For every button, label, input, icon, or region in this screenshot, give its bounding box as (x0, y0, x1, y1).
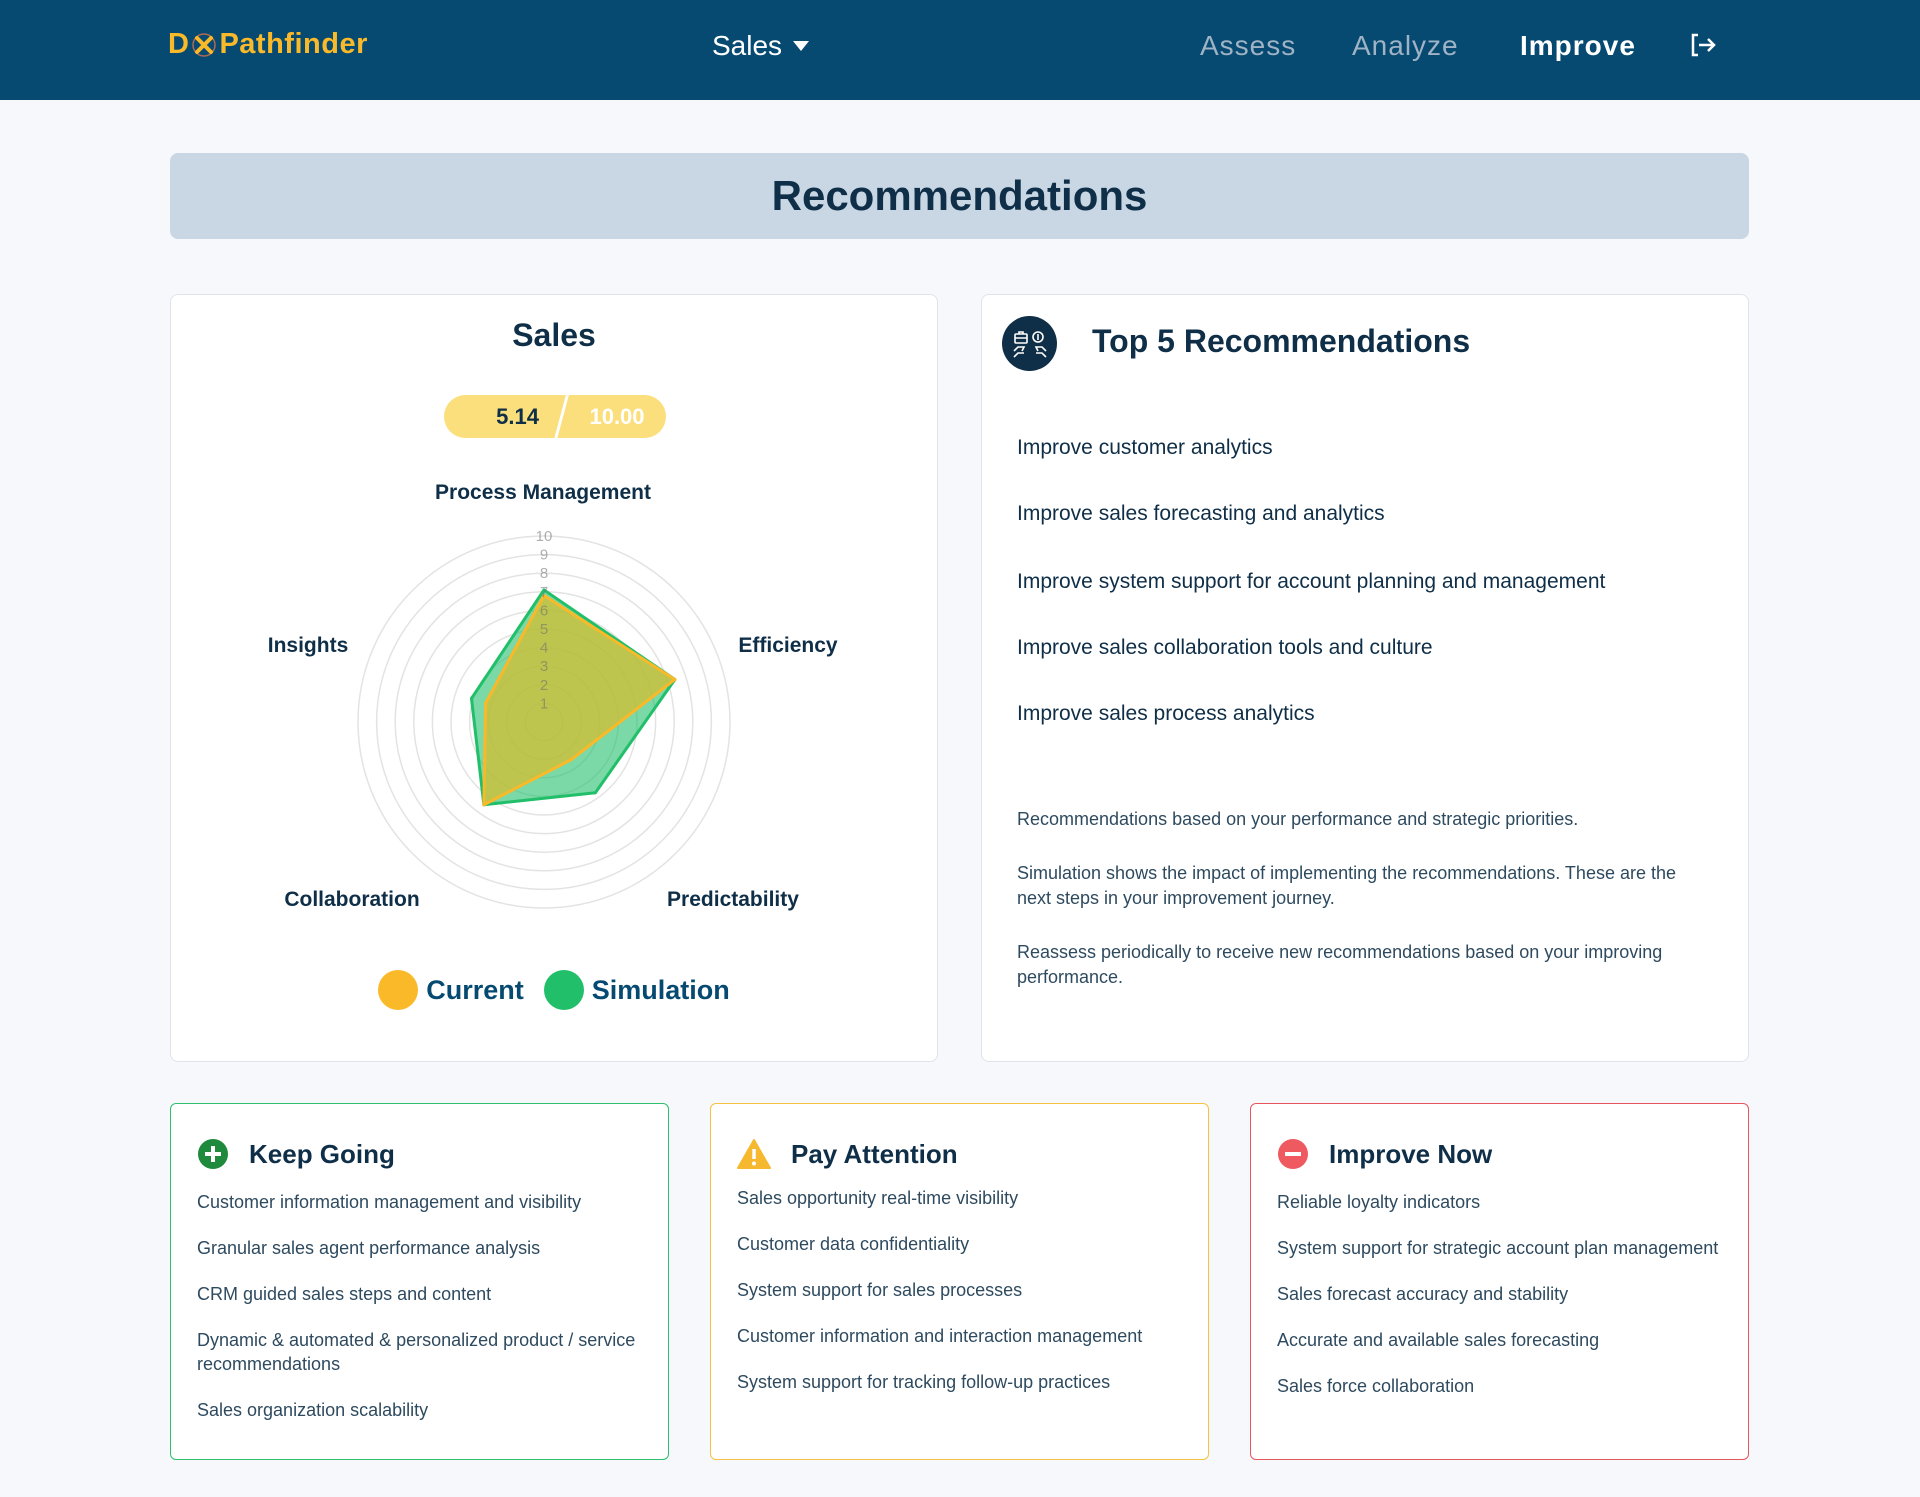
warning-icon (737, 1139, 771, 1169)
area-dropdown[interactable]: Sales (712, 30, 810, 62)
data-point-simulation (542, 588, 546, 592)
tick-label: 7 (540, 584, 548, 601)
legend-simulation[interactable]: Simulation (543, 970, 730, 1010)
pay-attention-card: Pay Attention Sales opportunity real-tim… (710, 1103, 1209, 1460)
axis-label-collaboration: Collaboration (284, 888, 420, 911)
radar-chart: 12 34 5 67 89 10 (357, 528, 731, 909)
score-badge: 5.14 10.00 (444, 395, 666, 438)
logout-icon[interactable] (1690, 32, 1718, 65)
logo-d: D (168, 28, 190, 60)
keep-going-item: Dynamic & automated & personalized produ… (197, 1330, 636, 1374)
pay-attention-item: Sales opportunity real-time visibility (737, 1188, 1019, 1208)
recommendation-item: Improve customer analytics (1017, 436, 1273, 459)
axis-label-process-management: Process Management (435, 481, 651, 504)
top-recommendations-title: Top 5 Recommendations (1092, 323, 1471, 359)
data-point-simulation (593, 791, 597, 795)
axis-label-insights: Insights (267, 634, 349, 657)
tick-label: 5 (540, 621, 548, 638)
pay-attention-item: System support for tracking follow-up pr… (737, 1372, 1111, 1392)
current-swatch (378, 970, 419, 1010)
data-point-current (482, 803, 486, 807)
improve-now-item: Sales forecast accuracy and stability (1277, 1284, 1569, 1304)
improve-now-item: System support for strategic account pla… (1277, 1238, 1719, 1258)
logo-text: Pathfinder (219, 28, 368, 60)
improve-now-title: Improve Now (1329, 1138, 1493, 1169)
grid-ring (357, 535, 731, 909)
chart-legend: Current Simulation (171, 970, 937, 1010)
pay-attention-item: Customer data confidentiality (737, 1234, 970, 1254)
keep-going-card: Keep Going Customer information manageme… (170, 1103, 669, 1460)
tick-label: 2 (540, 677, 548, 694)
nav-analyze[interactable]: Analyze (1352, 30, 1459, 61)
improve-now-item: Sales force collaboration (1277, 1376, 1475, 1396)
data-point-current (569, 758, 573, 762)
improve-now-card: Improve Now Reliable loyalty indicators … (1250, 1103, 1749, 1460)
max-score: 10.00 (589, 404, 645, 429)
top-recommendations-card: Top 5 Recommendations Improve customer a… (981, 294, 1749, 1062)
improve-now-item: Accurate and available sales forecasting (1277, 1330, 1600, 1350)
series-current (482, 594, 677, 807)
logo[interactable]: D Pathfinder (168, 28, 368, 61)
pay-attention-title: Pay Attention (791, 1138, 958, 1169)
area-dropdown-label: Sales (712, 30, 783, 61)
grid-ring (375, 553, 713, 891)
top-navigation-bar: D Pathfinder Sales Assess Analyze Improv… (0, 0, 1920, 100)
axis-label-efficiency: Efficiency (738, 634, 838, 657)
tick-label: 4 (540, 640, 548, 657)
logo-x-icon (192, 32, 217, 57)
tick-label: 3 (540, 658, 548, 675)
legend-current[interactable]: Current (378, 970, 524, 1010)
business-handshake-icon (1002, 316, 1057, 371)
legend-current-label: Current (426, 974, 524, 1005)
recommendation-item: Improve sales process analytics (1017, 702, 1315, 725)
plus-circle-icon (198, 1139, 228, 1169)
sales-radar-card: Sales 5.14 10.00 1 2 3 4 5 6 7 8 9 10 Process Man… (170, 294, 938, 1062)
data-point-current (484, 701, 488, 705)
data-point-simulation (469, 696, 473, 700)
axis-label-predictability: Predictability (667, 888, 799, 911)
data-point-current (673, 677, 677, 681)
recommendation-item: Improve sales collaboration tools and cu… (1017, 636, 1433, 659)
nav-assess[interactable]: Assess (1200, 30, 1297, 61)
improve-now-item: Reliable loyalty indicators (1277, 1192, 1481, 1212)
pay-attention-item: System support for sales processes (737, 1280, 1023, 1300)
sales-card-title: Sales (512, 317, 596, 353)
tick-label: 8 (540, 565, 548, 582)
keep-going-title: Keep Going (249, 1138, 395, 1169)
tick-label: 1 (540, 695, 548, 712)
grid-ring (394, 572, 694, 872)
note-text: Reassess periodically to receive new rec… (1017, 942, 1663, 987)
nav-improve[interactable]: Improve (1520, 30, 1636, 61)
tick-label: 6 (540, 602, 548, 619)
note-text: Recommendations based on your performanc… (1017, 809, 1579, 829)
tick-label: 9 (540, 547, 548, 564)
legend-simulation-label: Simulation (591, 974, 730, 1005)
keep-going-item: Sales organization scalability (197, 1400, 429, 1420)
minus-circle-icon (1278, 1139, 1308, 1169)
recommendation-item: Improve system support for account plann… (1017, 570, 1606, 593)
tick-label: 10 (536, 528, 553, 545)
keep-going-item: CRM guided sales steps and content (197, 1284, 492, 1304)
data-point-current (542, 594, 546, 598)
page-title: Recommendations (170, 153, 1749, 239)
pay-attention-item: Customer information and interaction man… (737, 1326, 1143, 1346)
caret-down-icon (793, 41, 810, 51)
note-text: Simulation shows the impact of implement… (1017, 863, 1677, 908)
keep-going-item: Granular sales agent performance analysi… (197, 1238, 541, 1258)
simulation-swatch (543, 970, 584, 1010)
recommendation-item: Improve sales forecasting and analytics (1017, 502, 1385, 525)
keep-going-item: Customer information management and visi… (197, 1192, 582, 1212)
current-score: 5.14 (496, 404, 539, 429)
